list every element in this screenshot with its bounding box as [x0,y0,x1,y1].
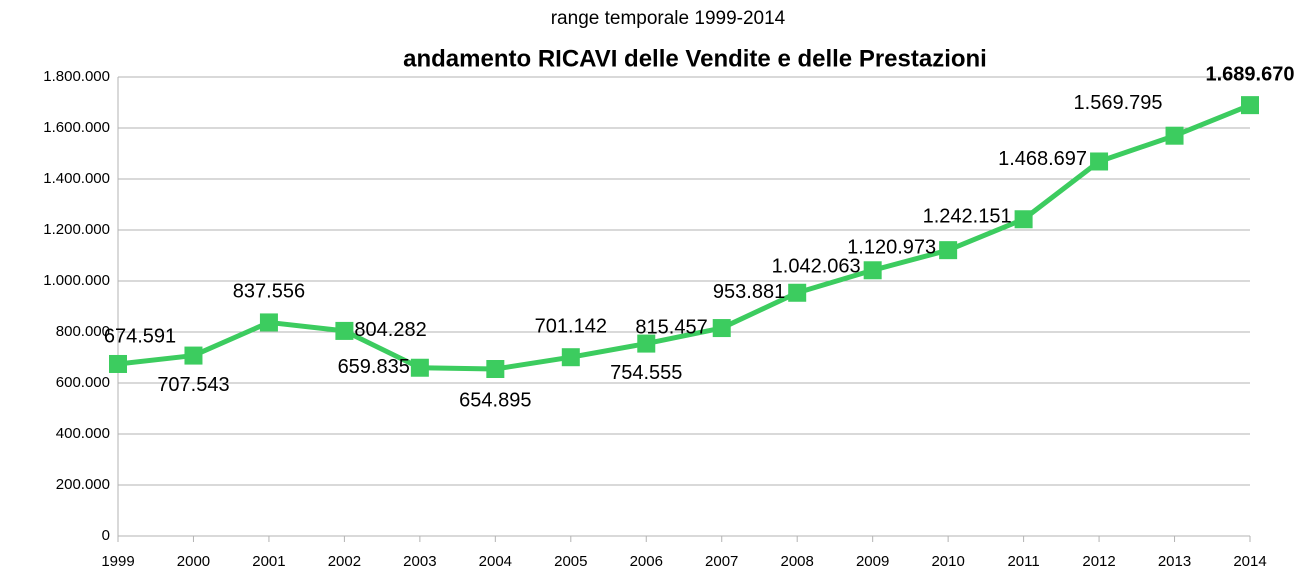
data-label: 1.569.795 [1074,92,1163,114]
marker [637,334,656,353]
y-tick-label: 1.400.000 [43,170,110,187]
marker [184,346,203,365]
x-tick-label: 1999 [101,553,134,570]
data-label: 654.895 [459,389,531,411]
data-label: 1.468.697 [998,148,1087,170]
data-label: 1.242.151 [923,206,1012,228]
x-tick-label: 2000 [177,553,210,570]
y-tick-label: 200.000 [56,476,110,493]
marker [335,321,354,340]
y-tick-label: 400.000 [56,425,110,442]
y-tick-label: 1.200.000 [43,221,110,238]
x-tick-label: 2001 [252,553,285,570]
data-label: 804.282 [354,319,426,341]
x-tick-label: 2009 [856,553,889,570]
y-tick-label: 1.800.000 [43,68,110,85]
x-tick-label: 2003 [403,553,436,570]
x-tick-label: 2011 [1007,553,1039,570]
x-tick-label: 2008 [781,553,814,570]
x-tick-label: 2007 [705,553,738,570]
y-tick-label: 0 [102,527,110,544]
y-tick-label: 800.000 [56,323,110,340]
data-label: 1.120.973 [847,236,936,258]
marker [1090,152,1109,171]
y-tick-label: 1.600.000 [43,119,110,136]
data-label: 754.555 [610,362,682,384]
x-tick-label: 2010 [931,553,964,570]
marker [1165,126,1184,145]
marker [1241,96,1259,115]
data-label: 674.591 [104,325,176,347]
marker [259,313,278,332]
x-tick-label: 2004 [479,553,512,570]
marker [712,319,731,338]
x-tick-label: 2002 [328,553,361,570]
data-label: 659.835 [338,356,410,378]
marker [863,261,882,280]
line [117,102,1251,372]
marker [1014,210,1033,229]
marker [561,348,580,367]
chart-subtitle: range temporale 1999-2014 [551,8,786,29]
data-label: 953.881 [713,281,785,303]
x-tick-label: 2006 [630,553,663,570]
data-label: 837.556 [233,281,305,303]
marker [939,241,958,260]
marker [788,283,807,302]
chart-title: andamento RICAVI delle Vendite e delle P… [403,45,987,72]
data-label: 701.142 [535,315,607,337]
marker [486,360,505,379]
y-tick-label: 1.000.000 [43,272,110,289]
data-label: 1.689.670 [1206,63,1295,85]
data-label: 1.042.063 [772,256,861,278]
x-tick-label: 2013 [1158,553,1191,570]
marker [109,354,127,373]
x-tick-label: 2014 [1233,553,1266,570]
y-tick-label: 600.000 [56,374,110,391]
marker [410,358,429,377]
x-tick-label: 2005 [554,553,587,570]
data-label: 707.543 [157,374,229,396]
x-tick-label: 2012 [1082,553,1115,570]
data-label: 815.457 [635,316,707,338]
